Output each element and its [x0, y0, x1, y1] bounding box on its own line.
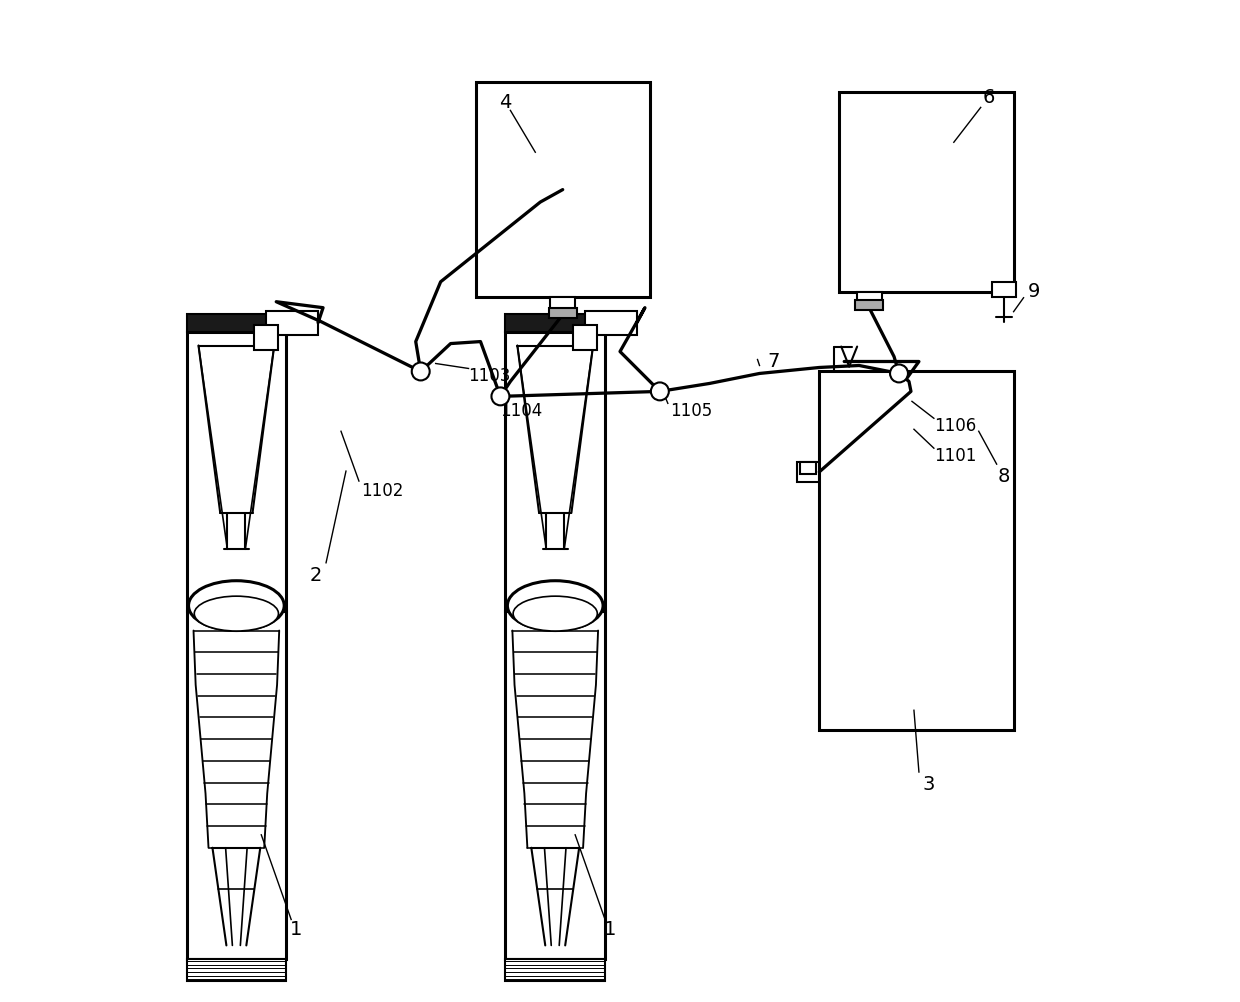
Text: 1103: 1103: [469, 368, 511, 386]
Text: 3: 3: [923, 776, 935, 795]
Circle shape: [412, 363, 430, 381]
Bar: [839, 92, 1013, 292]
Bar: [186, 959, 286, 981]
Bar: [573, 325, 598, 350]
Ellipse shape: [195, 596, 279, 631]
Text: 1105: 1105: [670, 403, 712, 420]
Ellipse shape: [513, 596, 598, 631]
Bar: [506, 959, 605, 981]
Bar: [820, 372, 1013, 730]
Text: 1104: 1104: [501, 403, 543, 420]
Text: 6: 6: [982, 88, 994, 107]
Bar: [856, 300, 883, 310]
Text: 2: 2: [310, 566, 322, 585]
Text: 1101: 1101: [934, 447, 976, 465]
Circle shape: [651, 383, 668, 401]
Text: 9: 9: [1027, 283, 1039, 302]
Bar: [506, 610, 605, 959]
Bar: [549, 308, 577, 318]
Text: 1: 1: [604, 920, 616, 939]
Bar: [506, 332, 605, 610]
Bar: [254, 325, 278, 350]
Bar: [800, 462, 816, 474]
Text: 4: 4: [500, 93, 512, 112]
Bar: [797, 462, 820, 482]
Text: 8: 8: [997, 467, 1009, 486]
Ellipse shape: [507, 581, 603, 630]
Bar: [186, 332, 286, 610]
Text: 1102: 1102: [361, 482, 403, 500]
Bar: [186, 314, 286, 332]
Text: 1106: 1106: [934, 417, 976, 435]
Text: 7: 7: [768, 352, 780, 371]
Bar: [857, 292, 882, 308]
Circle shape: [491, 388, 510, 406]
Bar: [186, 610, 286, 959]
Bar: [475, 82, 650, 297]
Bar: [585, 311, 637, 335]
Bar: [506, 314, 605, 332]
Text: 1: 1: [290, 920, 303, 939]
Bar: [992, 282, 1016, 297]
Bar: [267, 311, 319, 335]
Bar: [551, 297, 575, 315]
Ellipse shape: [188, 581, 284, 630]
Circle shape: [890, 365, 908, 383]
